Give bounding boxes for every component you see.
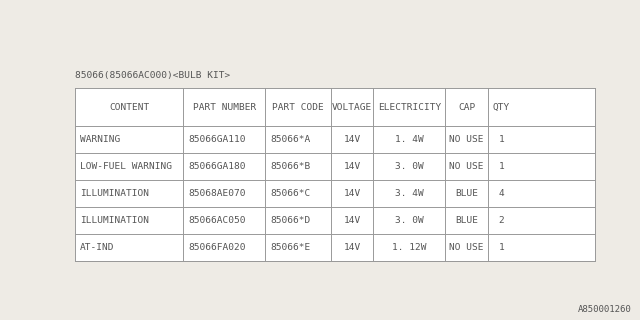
Text: 1. 12W: 1. 12W: [392, 243, 427, 252]
Text: 14V: 14V: [344, 189, 361, 198]
Text: 85066*C: 85066*C: [270, 189, 310, 198]
Text: 1: 1: [499, 135, 504, 144]
Text: 1: 1: [499, 162, 504, 171]
Text: 85066(85066AC000)<BULB KIT>: 85066(85066AC000)<BULB KIT>: [75, 71, 230, 80]
Text: NO USE: NO USE: [449, 135, 484, 144]
Text: 85066*D: 85066*D: [270, 216, 310, 225]
Text: VOLTAGE: VOLTAGE: [332, 102, 372, 111]
Text: 85066FA020: 85066FA020: [188, 243, 246, 252]
Text: 1: 1: [499, 243, 504, 252]
Text: 3. 0W: 3. 0W: [395, 216, 424, 225]
Text: 1. 4W: 1. 4W: [395, 135, 424, 144]
Text: BLUE: BLUE: [455, 189, 478, 198]
Text: NO USE: NO USE: [449, 162, 484, 171]
Text: ELECTRICITY: ELECTRICITY: [378, 102, 441, 111]
Text: 85066GA180: 85066GA180: [188, 162, 246, 171]
Text: ILLUMINATION: ILLUMINATION: [80, 189, 149, 198]
Text: 85068AE070: 85068AE070: [188, 189, 246, 198]
Text: 85066AC050: 85066AC050: [188, 216, 246, 225]
Text: QTY: QTY: [493, 102, 510, 111]
Text: PART CODE: PART CODE: [272, 102, 324, 111]
Text: BLUE: BLUE: [455, 216, 478, 225]
Text: NO USE: NO USE: [449, 243, 484, 252]
Text: 4: 4: [499, 189, 504, 198]
Text: LOW-FUEL WARNING: LOW-FUEL WARNING: [80, 162, 172, 171]
Text: 3. 0W: 3. 0W: [395, 162, 424, 171]
Text: 14V: 14V: [344, 216, 361, 225]
Text: 3. 4W: 3. 4W: [395, 189, 424, 198]
Text: PART NUMBER: PART NUMBER: [193, 102, 256, 111]
Text: 85066GA110: 85066GA110: [188, 135, 246, 144]
Text: A850001260: A850001260: [579, 305, 632, 314]
Text: 14V: 14V: [344, 162, 361, 171]
Text: 85066*A: 85066*A: [270, 135, 310, 144]
Bar: [75, 88, 595, 261]
Text: 2: 2: [499, 216, 504, 225]
Text: AT-IND: AT-IND: [80, 243, 115, 252]
Text: 85066*B: 85066*B: [270, 162, 310, 171]
Text: CAP: CAP: [458, 102, 475, 111]
Text: ILLUMINATION: ILLUMINATION: [80, 216, 149, 225]
Text: 14V: 14V: [344, 243, 361, 252]
Text: CONTENT: CONTENT: [109, 102, 149, 111]
Text: WARNING: WARNING: [80, 135, 120, 144]
Text: 85066*E: 85066*E: [270, 243, 310, 252]
Text: 14V: 14V: [344, 135, 361, 144]
